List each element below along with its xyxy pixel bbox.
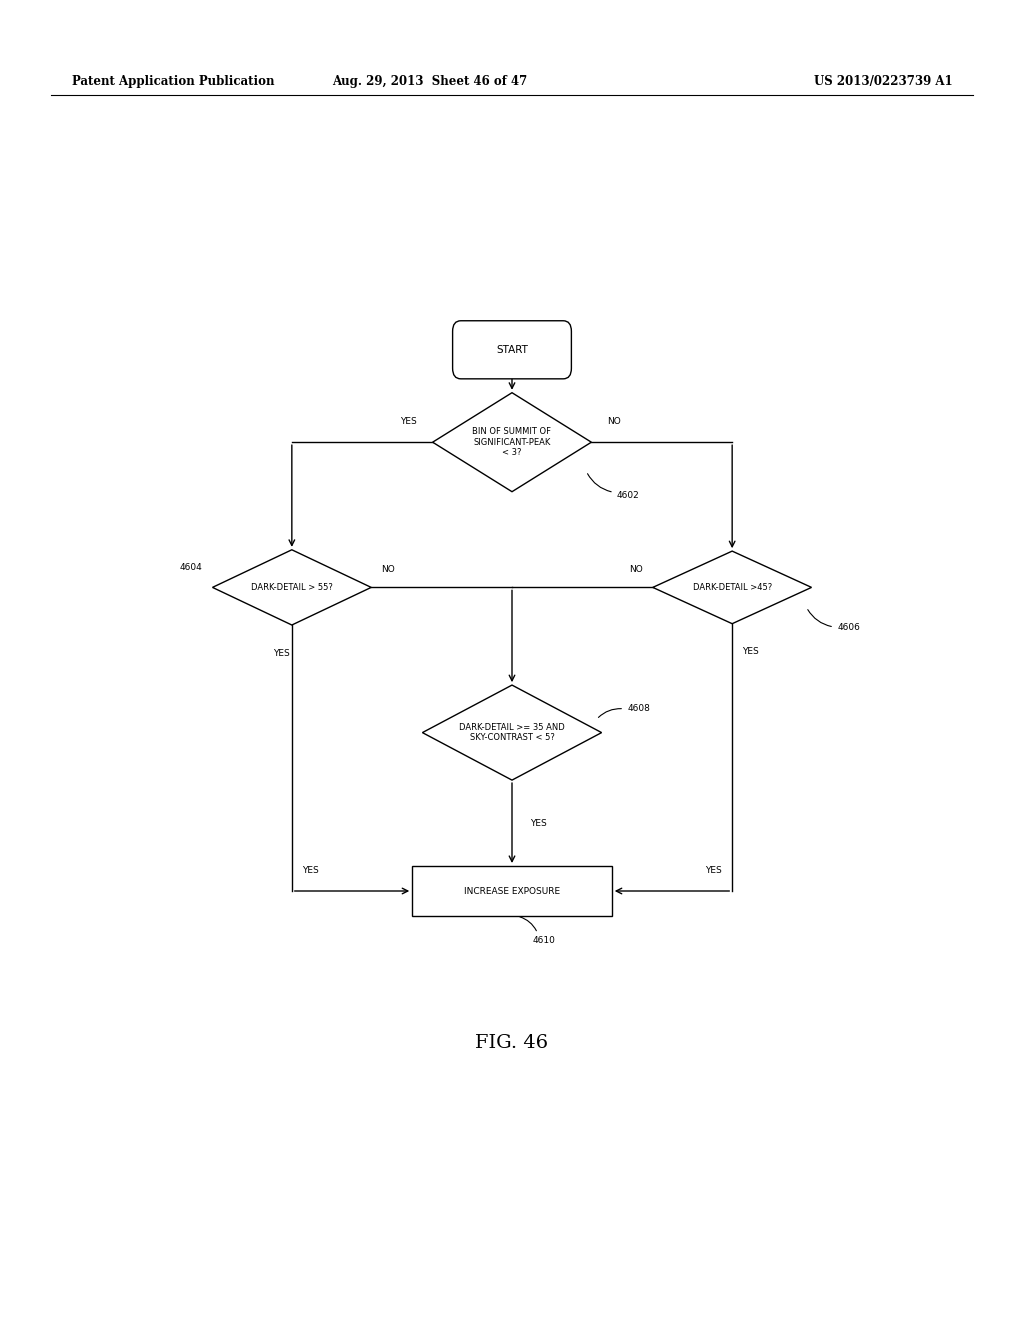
Text: BIN OF SUMMIT OF
SIGNIFICANT-PEAK
< 3?: BIN OF SUMMIT OF SIGNIFICANT-PEAK < 3? [472,428,552,457]
Polygon shape [653,552,811,623]
Text: DARK-DETAIL >= 35 AND
SKY-CONTRAST < 5?: DARK-DETAIL >= 35 AND SKY-CONTRAST < 5? [459,723,565,742]
Text: 4604: 4604 [179,564,202,572]
Polygon shape [212,549,371,624]
Text: US 2013/0223739 A1: US 2013/0223739 A1 [814,75,952,88]
Text: Aug. 29, 2013  Sheet 46 of 47: Aug. 29, 2013 Sheet 46 of 47 [333,75,527,88]
Text: 4608: 4608 [627,705,650,713]
Text: INCREASE EXPOSURE: INCREASE EXPOSURE [464,887,560,895]
Text: YES: YES [273,648,290,657]
Text: NO: NO [381,565,395,574]
Text: NO: NO [629,565,643,574]
Text: YES: YES [742,647,759,656]
Bar [412,866,611,916]
Polygon shape [422,685,602,780]
Polygon shape [432,393,592,491]
Text: 4610: 4610 [532,936,555,945]
Text: Patent Application Publication: Patent Application Publication [72,75,274,88]
Text: NO: NO [606,417,621,426]
Text: YES: YES [302,866,318,875]
FancyBboxPatch shape [453,321,571,379]
Text: START: START [496,345,528,355]
Text: YES: YES [706,866,722,875]
Text: YES: YES [400,417,418,426]
Text: YES: YES [530,818,547,828]
Text: FIG. 46: FIG. 46 [475,1034,549,1052]
Text: 4602: 4602 [616,491,640,499]
Text: 4606: 4606 [838,623,860,631]
Text: DARK-DETAIL >45?: DARK-DETAIL >45? [692,583,772,591]
Text: DARK-DETAIL > 55?: DARK-DETAIL > 55? [251,583,333,591]
